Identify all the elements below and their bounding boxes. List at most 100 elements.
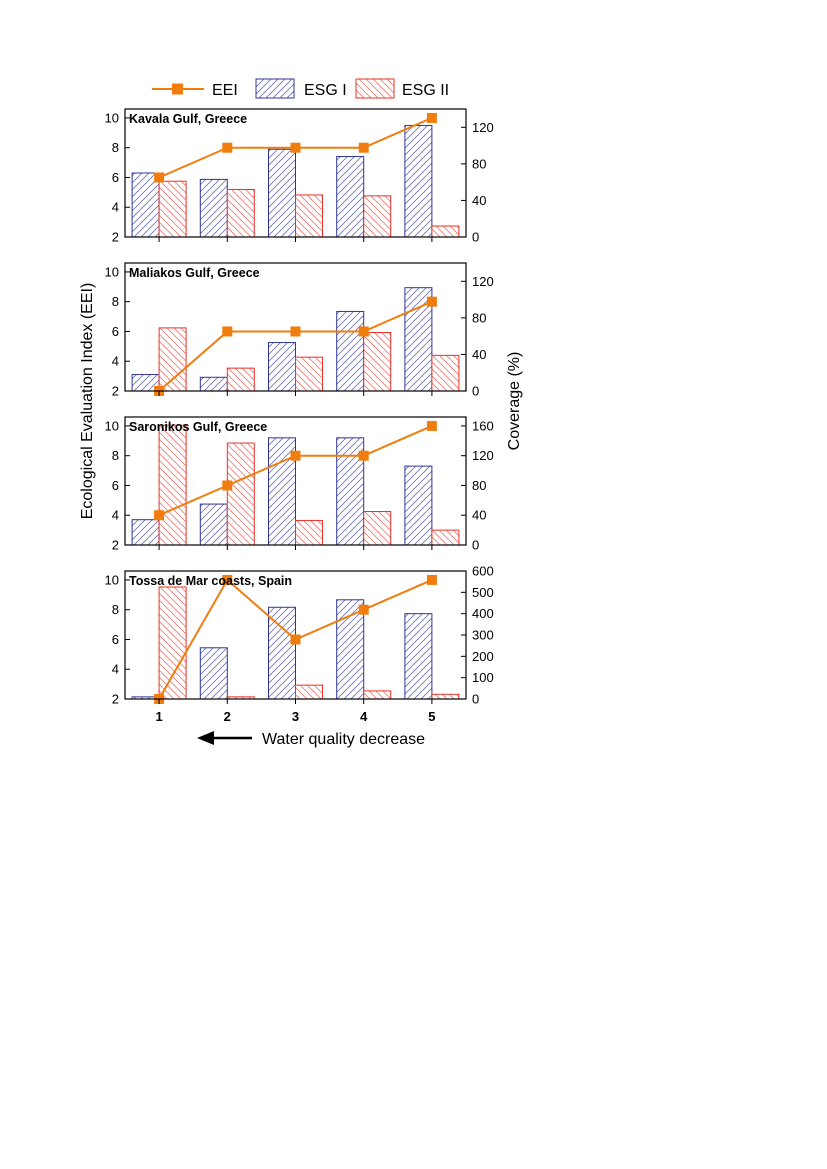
eei-marker: [426, 296, 437, 307]
eei-marker: [290, 634, 301, 645]
y-right-tick-label: 160: [472, 418, 494, 433]
y-left-tick-label: 10: [105, 418, 119, 433]
eei-marker: [358, 604, 369, 615]
y-left-tick-label: 4: [112, 662, 119, 677]
y-right-tick-label: 0: [472, 538, 479, 553]
y-left-tick-label: 10: [105, 264, 119, 279]
bar-esg2: [431, 354, 460, 392]
bar-esg1: [268, 606, 296, 700]
bar-esg2: [295, 519, 323, 546]
y-left-tick-label: 4: [112, 200, 119, 215]
y-axis-left-title: Ecological Evaluation Index (EEI): [79, 283, 96, 520]
y-left-tick-label: 2: [112, 384, 119, 399]
y-axis-right-title: Coverage (%): [506, 352, 523, 451]
bar-esg2: [295, 356, 323, 392]
y-right-tick-label: 40: [472, 347, 486, 362]
bar-esg2: [363, 690, 392, 700]
bar-esg1: [404, 465, 433, 546]
bar-esg1: [336, 310, 365, 392]
x-tick-label: 3: [292, 709, 299, 724]
y-right-tick-label: 40: [472, 508, 486, 523]
bar-esg2: [363, 195, 392, 238]
y-left-tick-label: 8: [112, 448, 119, 463]
eei-marker: [426, 420, 437, 431]
panel-title: Maliakos Gulf, Greece: [129, 266, 260, 280]
y-right-tick-label: 120: [472, 274, 494, 289]
y-right-tick-label: 400: [472, 606, 494, 621]
y-left-tick-label: 2: [112, 692, 119, 707]
bar-esg2: [158, 586, 187, 700]
y-right-tick-label: 80: [472, 478, 486, 493]
y-left-tick-label: 8: [112, 140, 119, 155]
eei-marker: [222, 326, 233, 337]
y-right-tick-label: 40: [472, 193, 486, 208]
x-tick-label: 4: [360, 709, 368, 724]
y-right-tick-label: 0: [472, 692, 479, 707]
panel-title: Saronikos Gulf, Greece: [129, 420, 267, 434]
panel-1: 2 4 6 8 10 0 40 80 120 Kavala Gulf, Greece: [105, 108, 494, 245]
left-arrow-icon: [197, 731, 214, 745]
legend-item-eei: EEI: [152, 82, 238, 99]
y-right-tick-label: 120: [472, 448, 494, 463]
legend-item-esg1: ESG I: [255, 78, 347, 99]
y-left-tick-label: 4: [112, 508, 119, 523]
y-right-tick-label: 0: [472, 384, 479, 399]
bar-esg1: [131, 172, 160, 238]
y-right-tick-label: 80: [472, 310, 486, 325]
bar-esg2: [363, 331, 392, 392]
y-right-tick-label: 80: [472, 156, 486, 171]
bar-esg1: [268, 148, 296, 238]
eei-marker: [222, 142, 233, 153]
bar-esg1: [336, 156, 365, 238]
eei-marker: [154, 172, 165, 183]
bar-esg2: [158, 180, 187, 238]
y-left-tick-label: 2: [112, 230, 119, 245]
y-left-tick-label: 6: [112, 478, 119, 493]
y-left-tick-label: 6: [112, 170, 119, 185]
y-right-tick-label: 0: [472, 230, 479, 245]
bar-esg2: [295, 684, 323, 700]
eei-marker: [426, 574, 437, 585]
eei-marker: [290, 450, 301, 461]
y-left-tick-label: 8: [112, 294, 119, 309]
panel-title: Kavala Gulf, Greece: [129, 112, 247, 126]
y-right-tick-label: 120: [472, 120, 494, 135]
eei-marker: [290, 142, 301, 153]
y-left-tick-label: 2: [112, 538, 119, 553]
eei-marker: [222, 574, 233, 585]
bar-esg1: [268, 342, 296, 392]
y-right-tick-label: 100: [472, 670, 494, 685]
eei-marker: [154, 510, 165, 521]
panel-title: Tossa de Mar coasts, Spain: [129, 574, 292, 588]
bar-esg2: [431, 529, 460, 546]
bar-esg1: [404, 613, 433, 700]
bar-esg1: [199, 178, 228, 238]
bar-esg2: [158, 327, 187, 392]
y-left-tick-label: 6: [112, 632, 119, 647]
y-left-tick-label: 10: [105, 110, 119, 125]
eei-marker: [290, 326, 301, 337]
legend: EEI ESG I ESG II: [152, 78, 449, 99]
bar-esg1: [199, 503, 228, 546]
bar-esg2: [363, 511, 392, 546]
eei-marker: [426, 112, 437, 123]
y-left-tick-label: 10: [105, 572, 119, 587]
eei-marker: [358, 326, 369, 337]
eei-marker: [358, 142, 369, 153]
bar-esg2: [295, 194, 323, 238]
bar-esg1: [199, 647, 228, 700]
bar-esg2: [431, 225, 460, 238]
bar-esg1: [404, 124, 433, 238]
y-right-tick-label: 600: [472, 564, 494, 579]
x-tick-label: 2: [224, 709, 231, 724]
y-left-tick-label: 4: [112, 354, 119, 369]
legend-label-esg1: ESG I: [304, 82, 347, 99]
y-right-tick-label: 500: [472, 585, 494, 600]
y-left-tick-label: 8: [112, 602, 119, 617]
panel-3: 2 4 6 8 10 0 40 80 120 160 Saronikos Gulf, Greece: [105, 416, 494, 553]
y-right-tick-label: 200: [472, 649, 494, 664]
eei-marker: [222, 480, 233, 491]
